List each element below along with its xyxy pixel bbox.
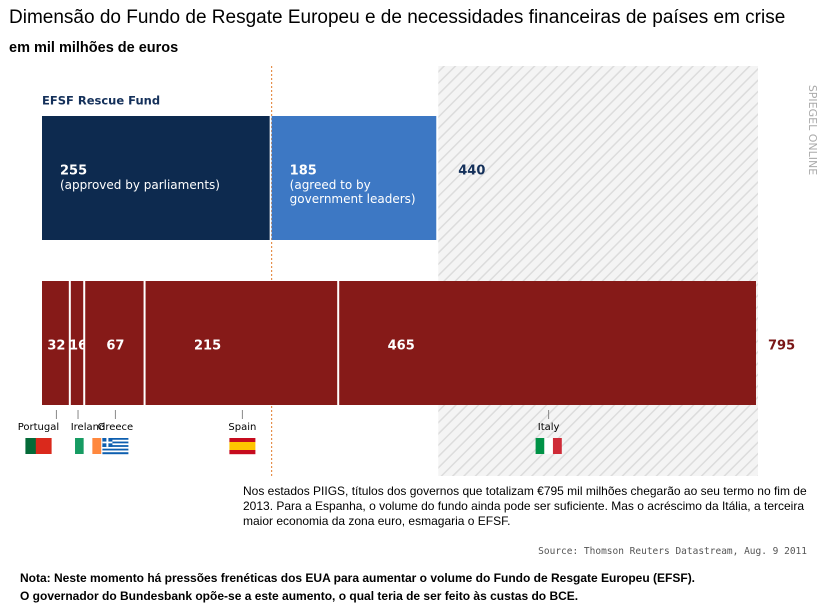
segment-note: (approved by parliaments): [60, 178, 220, 192]
flag-stripe: [229, 442, 256, 451]
value-label: 16: [69, 339, 87, 354]
flag-stripe: [229, 450, 256, 455]
note: Nota: Neste momento há pressões frenétic…: [20, 571, 696, 585]
flag-stripe: [75, 438, 84, 454]
segment-note-text: (approved by parliaments): [60, 178, 220, 192]
flag: [102, 438, 129, 455]
bar-segment: [271, 116, 437, 240]
flag-stripe: [102, 441, 113, 444]
flag-stripe: [102, 445, 129, 448]
value-label: 185: [290, 164, 317, 179]
flag: [25, 438, 52, 454]
bar-segment: [85, 281, 144, 405]
bar-segment: [145, 281, 338, 405]
value-label: 67: [106, 339, 124, 354]
segment-note: (agreed to by government leaders): [289, 178, 416, 206]
flag-stripe: [102, 448, 129, 451]
flag-stripe: [35, 438, 52, 454]
category-label: Greece: [98, 422, 134, 433]
flag-stripe: [535, 438, 545, 454]
category-label: Portugal: [18, 422, 59, 433]
value-label: 32: [47, 339, 65, 354]
flag: [75, 438, 102, 454]
total-label: 440: [458, 164, 485, 179]
bar-segment: [70, 281, 84, 405]
value-label: 465: [388, 339, 415, 354]
flag: [229, 438, 256, 455]
bar-segment: [339, 281, 756, 405]
hatched-area: [438, 66, 758, 476]
flag-stripe: [83, 438, 93, 454]
chart-title: Dimensão do Fundo de Resgate Europeu e d…: [9, 7, 786, 28]
flag-stripe: [102, 452, 129, 455]
chart-subtitle: em mil milhões de euros: [9, 40, 179, 56]
flag: [535, 438, 562, 454]
value-label: 255: [60, 164, 87, 179]
total-label: 795: [768, 339, 795, 354]
bar-segment: [42, 116, 270, 240]
category-label: Spain: [228, 422, 256, 433]
category-label: Ireland: [71, 422, 106, 433]
watermark: SPIEGEL ONLINE: [806, 85, 819, 175]
note: O governador do Bundesbank opõe-se a est…: [20, 589, 579, 603]
value-label: 215: [194, 339, 221, 354]
flag-stripe: [102, 441, 129, 444]
segment-note-text: (agreed to by government leaders): [289, 178, 416, 206]
flag-stripe: [229, 438, 256, 443]
flag-stripe: [102, 439, 129, 442]
flag-stripe: [25, 438, 37, 454]
source: Source: Thomson Reuters Datastream, Aug.…: [538, 546, 807, 557]
flag-stripe: [102, 438, 129, 440]
bar-label: EFSF Rescue Fund: [42, 94, 160, 108]
flag-stripe: [544, 438, 554, 454]
category-label: Italy: [538, 422, 560, 433]
flag-stripe: [102, 450, 129, 453]
flag-stripe: [92, 438, 102, 454]
annotation: Nos estados PIIGS, títulos dos governos …: [243, 484, 807, 528]
flag-stripe: [102, 446, 129, 449]
flag-stripe: [552, 438, 562, 454]
flag-stripe: [102, 443, 129, 446]
bar-segment: [42, 281, 69, 405]
